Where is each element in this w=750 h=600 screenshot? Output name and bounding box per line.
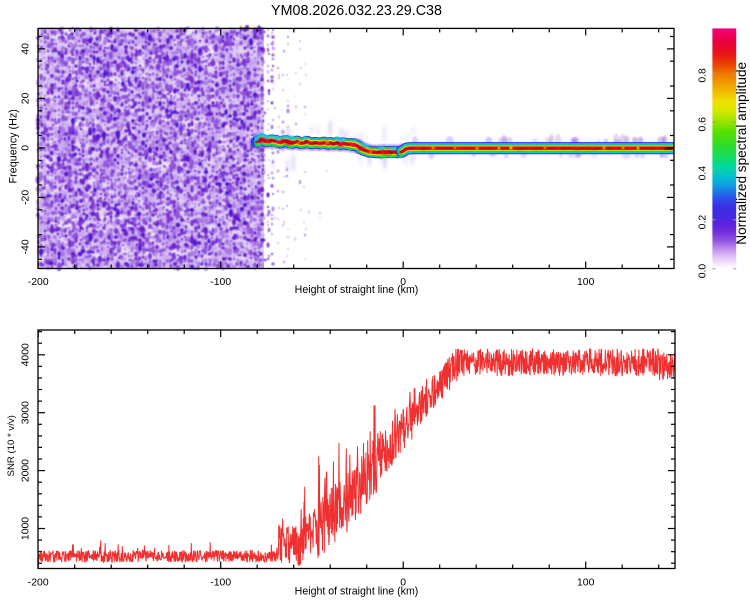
svg-text:-200: -200 <box>28 277 49 288</box>
svg-text:0: 0 <box>400 577 406 588</box>
svg-text:100: 100 <box>577 277 595 288</box>
svg-text:2000: 2000 <box>21 459 32 482</box>
svg-text:-100: -100 <box>210 277 231 288</box>
svg-text:-20: -20 <box>21 190 32 205</box>
svg-text:40: 40 <box>21 43 32 55</box>
svg-text:100: 100 <box>577 577 595 588</box>
svg-text:Normalized spectral amplitude: Normalized spectral amplitude <box>734 62 749 245</box>
svg-text:0: 0 <box>400 277 406 288</box>
svg-text:Height of straight line (km): Height of straight line (km) <box>295 586 419 598</box>
svg-text:0.0: 0.0 <box>698 264 709 279</box>
svg-text:0.4: 0.4 <box>698 166 709 181</box>
svg-text:4000: 4000 <box>21 343 32 366</box>
svg-text:0.8: 0.8 <box>698 68 709 83</box>
svg-text:-100: -100 <box>210 577 231 588</box>
svg-text:1000: 1000 <box>21 517 32 540</box>
svg-text:-200: -200 <box>28 577 49 588</box>
svg-text:Frequency (Hz): Frequency (Hz) <box>8 109 20 183</box>
svg-text:3000: 3000 <box>21 401 32 424</box>
svg-text:Height of straight line (km): Height of straight line (km) <box>295 284 419 296</box>
svg-text:-40: -40 <box>21 239 32 254</box>
svg-text:SNR (10 * v/v): SNR (10 * v/v) <box>6 415 17 476</box>
svg-text:0.6: 0.6 <box>698 117 709 132</box>
svg-text:YM08.2026.032.23.29.C38: YM08.2026.032.23.29.C38 <box>271 3 442 19</box>
svg-text:0.2: 0.2 <box>698 215 709 230</box>
svg-text:0: 0 <box>21 145 32 151</box>
svg-text:20: 20 <box>21 92 32 104</box>
